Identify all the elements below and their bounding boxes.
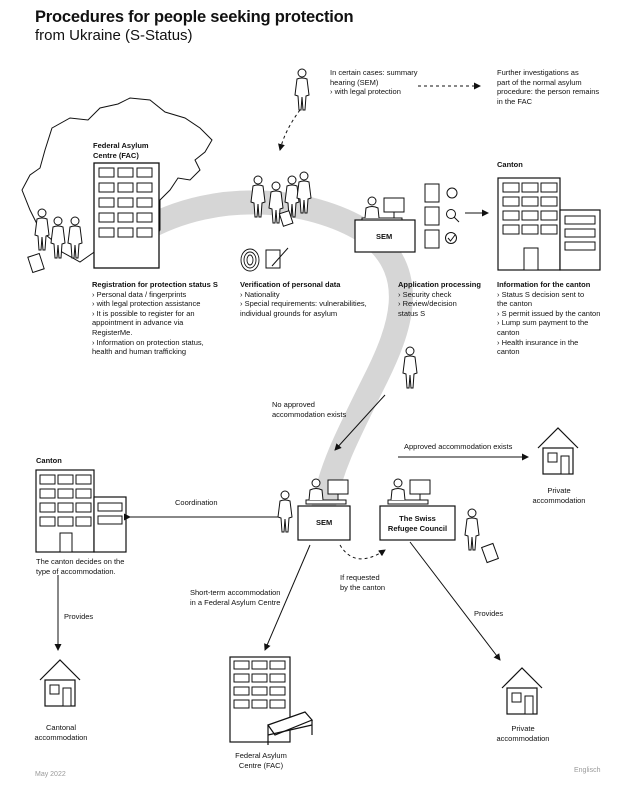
canton-decides-note: The canton decides on the type of accomm…: [36, 557, 125, 576]
step-registration: Registration for protection status S › P…: [92, 280, 232, 357]
provides-right-note: Provides: [474, 609, 504, 618]
step-title: Application processing: [398, 280, 481, 289]
canton-bottom-label: Canton: [36, 456, 62, 465]
step-item: › Status S decision sent to the canton: [497, 289, 585, 309]
sem-box-bottom: [297, 505, 351, 541]
document-icon: [424, 183, 440, 249]
refresh-icon: [446, 187, 458, 199]
step-item: › It is possible to register for an appo…: [92, 308, 195, 337]
step-item: › Lump sum payment to the canton: [497, 318, 589, 337]
person-icon: [294, 68, 310, 111]
pen-icon: [265, 247, 289, 269]
fac-label: Federal Asylum Centre (FAC): [93, 141, 149, 160]
canton-top-label: Canton: [497, 160, 523, 169]
coordination-note: Coordination: [175, 498, 218, 507]
refugee-council-label: The Swiss Refugee Council: [387, 514, 448, 533]
step-item: › S permit issued by the canton: [497, 308, 601, 318]
bed-icon: [267, 711, 314, 745]
step-title: Registration for protection status S: [92, 280, 218, 289]
fingerprint-icon: [240, 248, 260, 272]
short-term-note: Short-term accommodation in a Federal As…: [190, 588, 281, 607]
suitcase-icon: [278, 210, 294, 227]
step-item: › Review/decision status S: [398, 299, 457, 318]
checkmark-icon: [445, 232, 457, 244]
fac-building-bottom: [229, 656, 291, 743]
desk-computer-icon: [361, 196, 405, 223]
arrow-icon: [409, 541, 501, 661]
private-acc-bottom-label: Private accommodation: [496, 724, 550, 743]
cantonal-acc-label: Cantonal accommodation: [34, 723, 88, 742]
house-icon: [39, 659, 81, 707]
step-item: › Personal data / fingerprints: [92, 289, 187, 299]
fac-building-icon: [93, 162, 160, 269]
step-item: › Information on protection status, heal…: [92, 337, 204, 357]
person-icon: [402, 346, 418, 389]
if-requested-note: If requested by the canton: [340, 573, 386, 592]
person-icon: [464, 508, 480, 551]
step-item: › Health insurance in the canton: [497, 337, 579, 357]
suitcase-icon: [27, 252, 45, 274]
step-canton-info: Information for the canton › Status S de…: [497, 280, 622, 357]
fac-bottom-label: Federal Asylum Centre (FAC): [235, 751, 287, 770]
step-verification: Verification of personal data › National…: [240, 280, 380, 318]
suitcase-icon: [480, 542, 500, 564]
step-title: Information for the canton: [497, 280, 591, 289]
approved-exists-note: Approved accommodation exists: [404, 442, 513, 451]
step-item: › with legal protection assistance: [92, 299, 201, 309]
dashed-arrow: [339, 544, 386, 560]
step-title: Verification of personal data: [240, 280, 341, 289]
arrow-icon: [264, 544, 311, 651]
sem-bottom-label: SEM: [316, 518, 333, 527]
sem-desk-top: [354, 196, 416, 253]
step-application: Application processing › Security check …: [398, 280, 498, 318]
magnifier-icon: [446, 209, 460, 223]
step-item: › Special requirements: vulnerabilities,…: [240, 299, 367, 318]
private-acc-right-label: Private accommodation: [532, 486, 586, 505]
page-title: Procedures for people seeking protection: [35, 8, 354, 26]
canton-building-top: [497, 177, 601, 271]
house-icon: [501, 667, 543, 715]
footer-date: May 2022: [35, 771, 66, 778]
provides-left-note: Provides: [64, 612, 94, 621]
further-investigations-note: Further investigations as part of the no…: [497, 68, 600, 106]
arrow-icon: [334, 394, 386, 451]
summary-hearing-note: In certain cases: summary hearing (SEM) …: [330, 68, 418, 97]
page-subtitle: from Ukraine (S-Status): [35, 27, 193, 44]
desk-computer-icon: [387, 478, 431, 505]
refugee-council-box: [379, 505, 456, 541]
step-item: › Security check: [398, 289, 452, 299]
house-icon: [537, 427, 579, 475]
person-icon: [277, 490, 293, 533]
footer-language: Englisch: [574, 767, 601, 774]
canton-building-bottom: [35, 469, 127, 553]
sem-top-label: SEM: [376, 232, 393, 241]
no-approved-note: No approved accommodation exists: [272, 400, 347, 419]
dashed-arrow: [278, 109, 301, 151]
step-item: › Nationality: [240, 289, 280, 299]
